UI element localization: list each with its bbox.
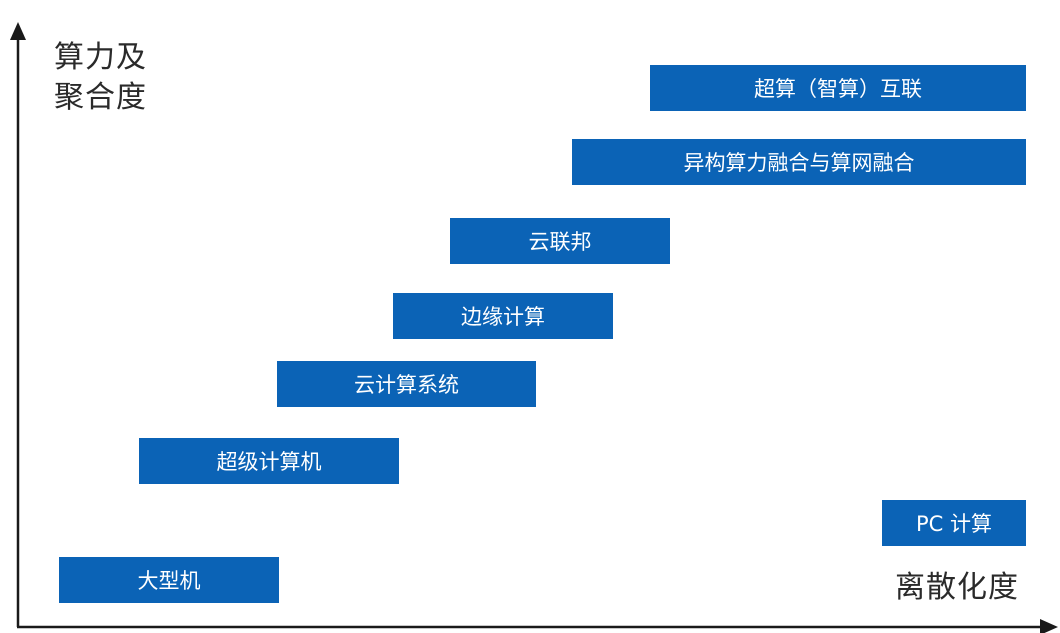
x-axis-arrow xyxy=(1040,619,1058,633)
stage-bar-supercomputing-interconnect: 超算（智算）互联 xyxy=(650,65,1026,111)
stage-bar-mainframe: 大型机 xyxy=(59,557,279,603)
stage-bar-edge-computing: 边缘计算 xyxy=(393,293,613,339)
y-axis-title-line-2: 聚合度 xyxy=(54,80,147,115)
stage-bar-cloud-federation: 云联邦 xyxy=(450,218,670,264)
y-axis-title-line-1: 算力及 xyxy=(54,40,147,75)
stage-bar-cloud-computing: 云计算系统 xyxy=(277,361,536,407)
y-axis-title: 算力及 聚合度 xyxy=(54,38,174,118)
stage-bar-heterogeneous-fusion: 异构算力融合与算网融合 xyxy=(572,139,1026,185)
y-axis-arrow xyxy=(10,22,26,40)
stage-bar-supercomputer: 超级计算机 xyxy=(139,438,399,484)
x-axis-title: 离散化度 xyxy=(895,570,1019,605)
stage-bar-pc-computing: PC 计算 xyxy=(882,500,1026,546)
